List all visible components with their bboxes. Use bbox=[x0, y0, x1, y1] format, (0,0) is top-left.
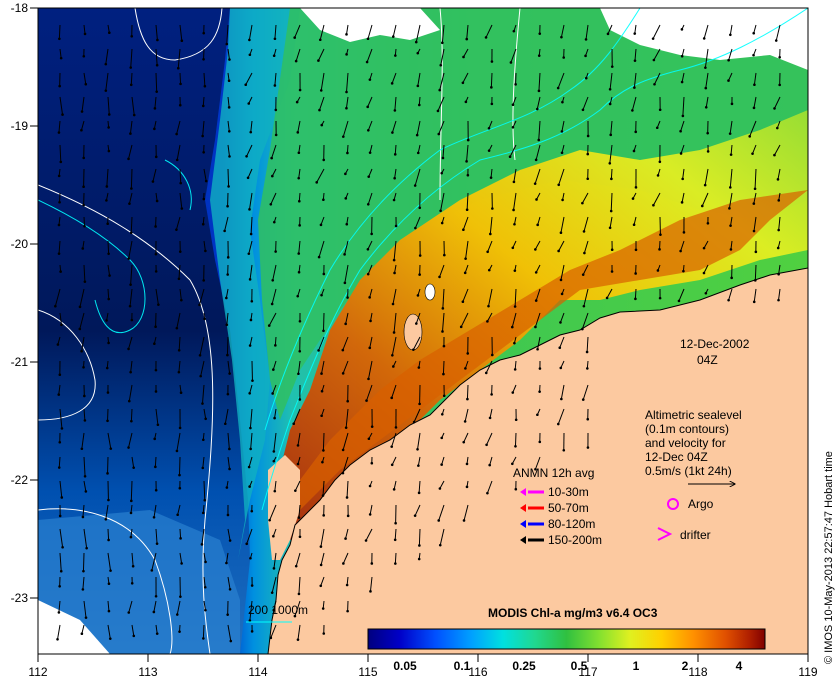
drifter-legend: drifter bbox=[657, 527, 711, 542]
colorbar-label: 0.05 bbox=[393, 659, 417, 673]
colorbar-label: 2 bbox=[682, 659, 689, 673]
anmn-arrow-head bbox=[520, 536, 526, 544]
lon-tick-label: 114 bbox=[248, 665, 267, 679]
svg-text:ANMN 12h avg: ANMN 12h avg bbox=[513, 466, 594, 480]
colorbar-label: 0.25 bbox=[512, 659, 536, 673]
svg-text:200 1000m: 200 1000m bbox=[248, 603, 308, 617]
sealevel-contours bbox=[38, 8, 521, 654]
lon-tick-label: 113 bbox=[138, 665, 157, 679]
isobath-legend: 200 1000m bbox=[246, 603, 308, 623]
shelf-edge-water bbox=[210, 8, 300, 560]
offshore-deep-water bbox=[38, 8, 250, 654]
time-label: 04Z bbox=[697, 353, 718, 367]
svg-text:drifter: drifter bbox=[680, 528, 711, 542]
colorbar-label: 0.1 bbox=[454, 659, 471, 673]
lon-tick-label: 117 bbox=[578, 665, 597, 679]
svg-text:Altimetric sealevel: Altimetric sealevel bbox=[645, 408, 742, 422]
colorbar-label: 1 bbox=[633, 659, 640, 673]
latitude-axis: -18 -19 -20 -21 -22 -23 bbox=[11, 1, 38, 605]
lon-tick-label: 112 bbox=[28, 665, 47, 679]
anmn-label: 80-120m bbox=[548, 517, 595, 531]
lat-tick-label: -23 bbox=[11, 591, 29, 605]
colorbar-label: 0.5 bbox=[571, 659, 588, 673]
anmn-arrow-head bbox=[520, 520, 526, 528]
cloud-mask-north bbox=[300, 8, 440, 42]
date-label: 12-Dec-2002 bbox=[680, 337, 750, 351]
lat-tick-label: -18 bbox=[11, 1, 29, 15]
anmn-label: 10-30m bbox=[548, 485, 589, 499]
island bbox=[424, 283, 436, 301]
svg-text:12-Dec 04Z: 12-Dec 04Z bbox=[645, 450, 708, 464]
nearshore-bloom bbox=[290, 190, 808, 520]
lat-tick-label: -19 bbox=[11, 119, 29, 133]
altimetry-note: Altimetric sealevel (0.1m contours) and … bbox=[645, 408, 742, 484]
anmn-arrow-head bbox=[520, 488, 526, 496]
colorbar-label: 4 bbox=[736, 659, 743, 673]
credit-text: © IMOS 10-May-2013 22:57:47 Hobart time bbox=[823, 451, 835, 664]
coastline bbox=[267, 267, 808, 654]
lat-tick-label: -21 bbox=[11, 355, 29, 369]
argo-legend: Argo bbox=[667, 497, 714, 511]
colorbar: MODIS Chl-a mg/m3 v6.4 OC3 0.05 0.1 0.25 0.… bbox=[367, 606, 766, 673]
argo-marker-icon bbox=[667, 498, 679, 510]
anmn-label: 150-200m bbox=[548, 533, 602, 547]
coastal-bloom bbox=[278, 110, 808, 540]
svg-text:0.5m/s (1kt 24h): 0.5m/s (1kt 24h) bbox=[645, 464, 732, 478]
island bbox=[403, 313, 423, 351]
plot-frame bbox=[37, 7, 809, 655]
lon-tick-label: 116 bbox=[468, 665, 487, 679]
lon-tick-label: 118 bbox=[688, 665, 707, 679]
lat-tick-label: -22 bbox=[11, 473, 29, 487]
drifter-marker-icon bbox=[657, 527, 673, 541]
velocity-vectors bbox=[54, 24, 781, 643]
lon-tick-label: 119 bbox=[798, 665, 817, 679]
colorbar-gradient bbox=[367, 628, 766, 650]
svg-text:Argo: Argo bbox=[688, 497, 714, 511]
anmn-arrow-head bbox=[520, 504, 526, 512]
anmn-label: 50-70m bbox=[548, 501, 589, 515]
longitude-axis: 112 113 114 115 116 117 118 119 bbox=[28, 654, 818, 679]
anmn-legend: ANMN 12h avg 10-30m 50-70m 80-120m 150-200m bbox=[513, 466, 602, 547]
svg-text:(0.1m contours): (0.1m contours) bbox=[645, 422, 729, 436]
lon-tick-label: 115 bbox=[358, 665, 377, 679]
southwest-water bbox=[38, 510, 240, 654]
svg-text:and velocity for: and velocity for bbox=[645, 436, 726, 450]
svg-text:MODIS Chl-a mg/m3 v6.4 OC3: MODIS Chl-a mg/m3 v6.4 OC3 bbox=[488, 606, 658, 620]
cloud-mask-southwest bbox=[38, 600, 110, 654]
lat-tick-label: -20 bbox=[11, 237, 29, 251]
